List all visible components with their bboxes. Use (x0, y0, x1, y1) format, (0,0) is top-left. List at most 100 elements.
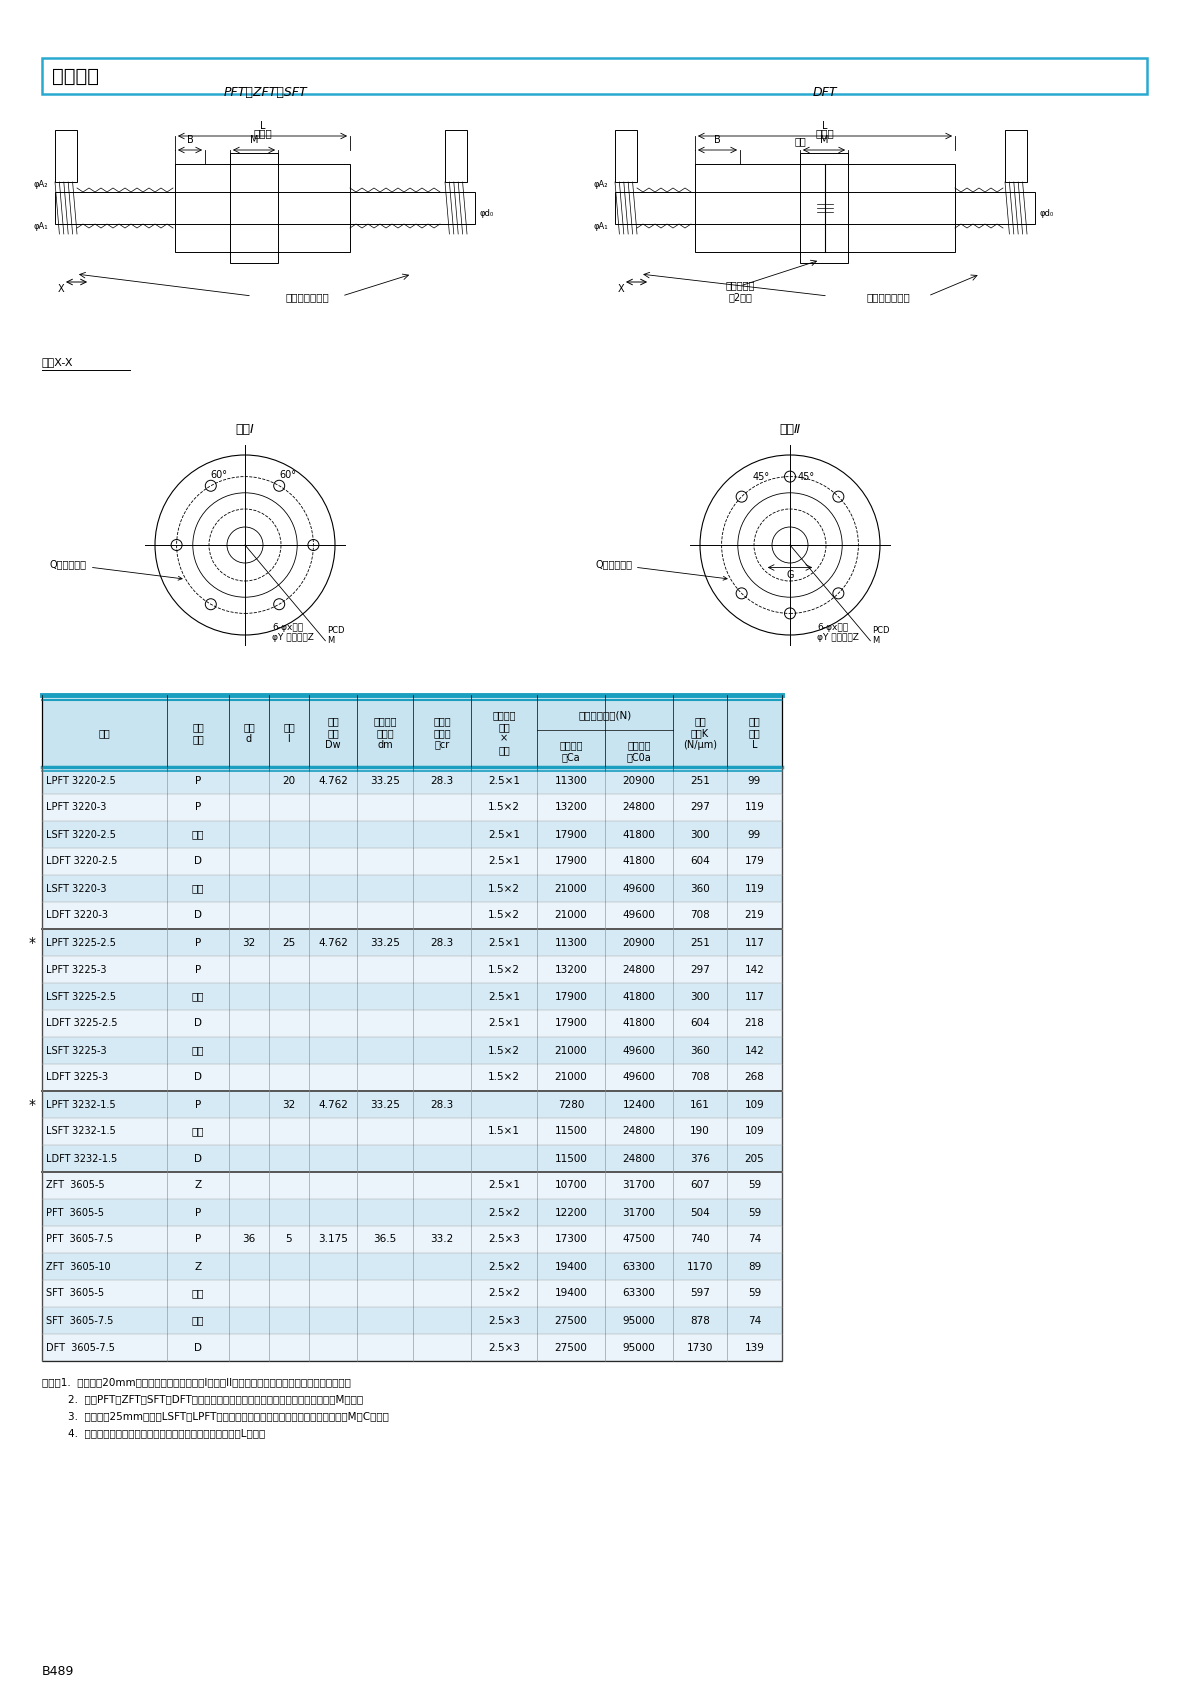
Text: 21000: 21000 (554, 883, 587, 893)
Text: 1730: 1730 (687, 1342, 713, 1352)
Text: 型号: 型号 (99, 728, 111, 738)
Text: LSFT 3220-2.5: LSFT 3220-2.5 (46, 830, 115, 840)
Text: 12200: 12200 (554, 1208, 587, 1218)
Text: φA₁: φA₁ (593, 223, 608, 231)
Text: 190: 190 (690, 1126, 710, 1136)
Bar (615, 192, 1034, 225)
Text: 俯视X-X: 俯视X-X (42, 357, 74, 367)
Text: M: M (250, 134, 258, 145)
Bar (42, 58, 1147, 94)
Text: 95000: 95000 (623, 1342, 655, 1352)
Text: 63300: 63300 (623, 1288, 655, 1298)
Text: ZFT  3605-5: ZFT 3605-5 (46, 1180, 105, 1191)
Text: LSFT 3232-1.5: LSFT 3232-1.5 (46, 1126, 115, 1136)
Bar (615, 129, 637, 182)
Text: 13200: 13200 (554, 803, 587, 813)
Text: 117: 117 (744, 992, 765, 1002)
Text: φA₁: φA₁ (33, 223, 48, 231)
Text: 33.25: 33.25 (370, 1099, 400, 1109)
Text: D: D (194, 1153, 202, 1163)
Text: 604: 604 (690, 1019, 710, 1029)
Text: 33.2: 33.2 (430, 1235, 454, 1245)
Text: Q（注油孔）: Q（注油孔） (50, 560, 182, 580)
Text: 24800: 24800 (623, 1153, 655, 1163)
Text: 49600: 49600 (623, 1073, 655, 1082)
Text: 预压
方式: 预压 方式 (193, 723, 203, 743)
Text: Z: Z (195, 1262, 202, 1272)
Text: 滚珠间距
圆直径
dm: 滚珠间距 圆直径 dm (373, 716, 397, 750)
Text: 24800: 24800 (623, 803, 655, 813)
Text: φd₀: φd₀ (480, 209, 495, 218)
Text: ZFT  3605-10: ZFT 3605-10 (46, 1262, 111, 1272)
Text: 1.5×2: 1.5×2 (487, 1046, 520, 1056)
Text: 2.5×1: 2.5×1 (487, 1180, 520, 1191)
Bar (55, 192, 474, 225)
Text: M: M (819, 134, 829, 145)
Text: 圆形Ⅱ: 圆形Ⅱ (780, 424, 800, 435)
Text: P: P (195, 776, 201, 786)
Text: 间隙: 间隙 (191, 1126, 205, 1136)
Text: 28.3: 28.3 (430, 937, 454, 947)
Text: 28.3: 28.3 (430, 776, 454, 786)
Text: 4.  右旋螺纹为标准型号。若为左旋螺纹，则在型号的末尾有L字母。: 4. 右旋螺纹为标准型号。若为左旋螺纹，则在型号的末尾有L字母。 (42, 1429, 265, 1437)
Text: 1.5×1: 1.5×1 (487, 1126, 520, 1136)
Text: 95000: 95000 (623, 1315, 655, 1325)
Text: 17900: 17900 (554, 992, 587, 1002)
Text: 2.5×1: 2.5×1 (487, 776, 520, 786)
Text: 21000: 21000 (554, 1073, 587, 1082)
Text: L: L (823, 121, 828, 131)
Text: P: P (195, 964, 201, 975)
Bar (1005, 129, 1027, 182)
Text: PCD
M: PCD M (327, 626, 345, 645)
Text: 142: 142 (744, 964, 765, 975)
Text: 额定静负
载C0a: 额定静负 载C0a (627, 740, 652, 762)
Text: 119: 119 (744, 883, 765, 893)
Text: 89: 89 (748, 1262, 761, 1272)
Text: 带密封（两端）: 带密封（两端） (866, 293, 910, 303)
Text: 备注：1.  轴外径在20mm以上的法兰盘形状为圆形I和圆形II，请根据螺母安装部的空间选定所需型号。: 备注：1. 轴外径在20mm以上的法兰盘形状为圆形I和圆形II，请根据螺母安装部… (42, 1378, 351, 1386)
Text: LDFT 3225-2.5: LDFT 3225-2.5 (46, 1019, 118, 1029)
Bar (42, 849, 782, 874)
Text: 32: 32 (243, 937, 256, 947)
Bar (42, 696, 782, 1361)
Text: X: X (58, 284, 64, 294)
Bar (42, 1172, 782, 1199)
Text: 有效圈数
圈数
×
列数: 有效圈数 圈数 × 列数 (492, 711, 516, 755)
Bar (175, 163, 350, 252)
Text: 36: 36 (243, 1235, 256, 1245)
Text: 41800: 41800 (623, 830, 655, 840)
Text: 1170: 1170 (687, 1262, 713, 1272)
Text: 20900: 20900 (623, 937, 655, 947)
Bar (42, 874, 782, 902)
Text: 4.762: 4.762 (319, 937, 348, 947)
Bar (42, 767, 782, 794)
Bar (42, 822, 782, 849)
Text: 218: 218 (744, 1019, 765, 1029)
Text: B489: B489 (42, 1665, 75, 1677)
Text: 33.25: 33.25 (370, 776, 400, 786)
Text: X: X (618, 284, 624, 294)
Text: 41800: 41800 (623, 1019, 655, 1029)
Text: 27500: 27500 (554, 1342, 587, 1352)
Text: 25: 25 (282, 937, 296, 947)
Bar (42, 1010, 782, 1038)
Text: 1.5×2: 1.5×2 (487, 964, 520, 975)
Text: 6-φx通孔
φY 沉孔深度Z: 6-φx通孔 φY 沉孔深度Z (272, 623, 314, 641)
Text: 360: 360 (690, 1046, 710, 1056)
Text: 297: 297 (690, 803, 710, 813)
Text: 360: 360 (690, 883, 710, 893)
Bar (42, 794, 782, 822)
Text: LSFT 3220-3: LSFT 3220-3 (46, 883, 107, 893)
Text: 740: 740 (690, 1235, 710, 1245)
Text: 99: 99 (748, 830, 761, 840)
Text: 63300: 63300 (623, 1262, 655, 1272)
Text: 17900: 17900 (554, 830, 587, 840)
Text: 间隙: 间隙 (191, 1315, 205, 1325)
Text: 间隙: 间隙 (191, 1288, 205, 1298)
Text: 2.5×1: 2.5×1 (487, 992, 520, 1002)
Bar (42, 1038, 782, 1065)
Text: 间隙: 间隙 (191, 883, 205, 893)
Text: 21000: 21000 (554, 910, 587, 920)
Bar (800, 153, 848, 264)
Text: 3.175: 3.175 (319, 1235, 348, 1245)
